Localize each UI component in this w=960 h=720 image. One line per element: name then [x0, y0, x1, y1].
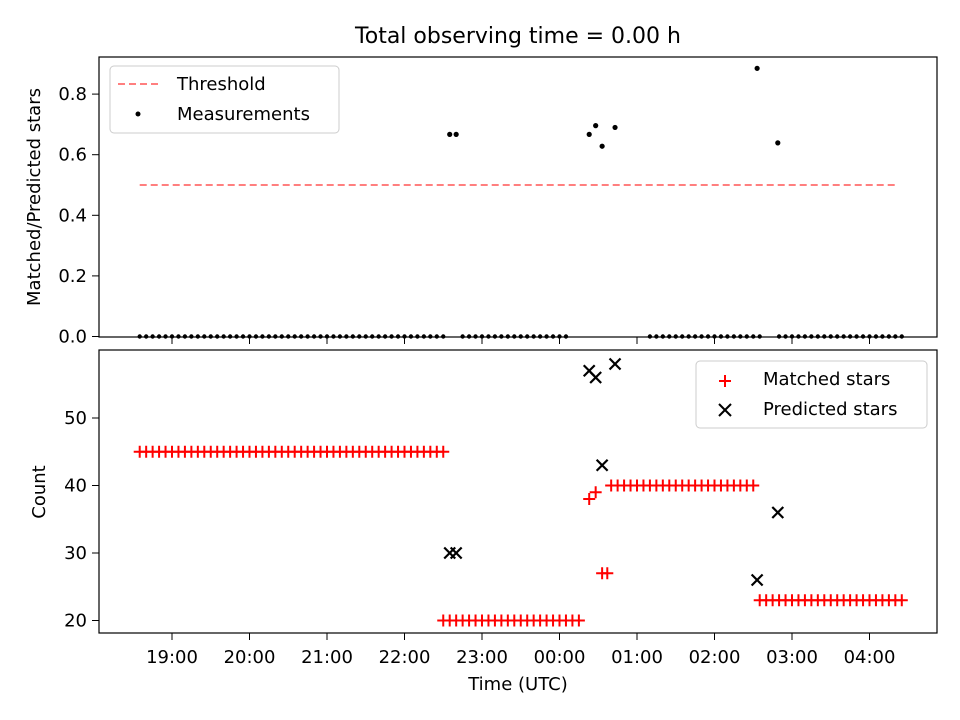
y-axis-label-count: Count	[29, 465, 50, 518]
matched-star-point	[583, 493, 596, 505]
legend-measurements-label: Measurements	[177, 104, 310, 125]
count-plot: 20 30 40 50 19:00 20:00 21:00 22:00 23:00 00:00 0…	[29, 337, 938, 695]
legend-threshold-label: Threshold	[176, 74, 266, 95]
y-tick-label-count: 20	[64, 611, 87, 632]
x-tick-label: 23:00	[456, 647, 508, 668]
count-plot-frame	[98, 349, 938, 634]
predicted-star-point	[750, 573, 764, 587]
y-tick-label-ratio: 0.2	[58, 266, 87, 287]
legend-matched-swatch	[719, 375, 731, 387]
y-tick-label-count: 40	[64, 476, 87, 497]
legend-predicted-label: Predicted stars	[763, 399, 897, 420]
y-tick-label-ratio: 0.6	[58, 145, 87, 166]
predicted-star-point	[771, 506, 785, 519]
x-tick-label: 20:00	[224, 647, 276, 668]
ratio-plot-frame	[98, 56, 938, 338]
measurement-point	[586, 131, 592, 137]
predicted-star-point	[449, 546, 463, 560]
predicted-star-point	[589, 371, 602, 384]
measurement-point	[447, 131, 453, 137]
x-tick-label: 03:00	[766, 647, 818, 668]
predicted-star-point	[608, 357, 622, 371]
x-tick-label: 00:00	[534, 647, 586, 668]
legend-matched-label: Matched stars	[763, 369, 890, 390]
y-tick-label-count: 30	[64, 543, 87, 564]
measurement-point	[754, 65, 760, 71]
x-axis-label: Time (UTC)	[467, 674, 568, 695]
x-tick-label: 01:00	[611, 647, 663, 668]
x-tick-label: 21:00	[301, 647, 353, 668]
y-axis-label-ratio: Matched/Predicted stars	[24, 88, 45, 306]
chart-title: Total observing time = 0.00 h	[354, 24, 681, 49]
ratio-plot: 0.00.20.40.60.8 Matched/Predicted stars …	[24, 56, 938, 348]
legend-count: Matched stars Predicted stars	[695, 360, 928, 429]
x-tick-label: 22:00	[379, 647, 431, 668]
x-tick-label: 02:00	[689, 647, 741, 668]
y-tick-label-ratio: 0.8	[58, 84, 87, 105]
matched-star-point	[589, 486, 602, 499]
y-tick-label-count: 50	[64, 408, 87, 429]
matched-star-point	[747, 479, 760, 492]
legend-predicted-swatch	[718, 403, 732, 417]
measurement-point	[593, 123, 599, 129]
legend-measurements-swatch	[135, 111, 141, 117]
measurement-point	[775, 140, 781, 146]
x-tick-label: 19:00	[146, 647, 198, 668]
matched-star-point	[437, 445, 450, 458]
measurement-point	[453, 131, 459, 137]
y-tick-label-ratio: 0.0	[58, 327, 87, 348]
y-tick-label-ratio: 0.4	[58, 205, 87, 226]
matched-star-point	[601, 567, 614, 580]
legend-ratio: Threshold Measurements	[109, 65, 340, 134]
matched-star-point	[572, 614, 585, 627]
predicted-star-point	[595, 458, 609, 472]
x-tick-label: 04:00	[844, 647, 896, 668]
measurement-point	[612, 124, 618, 131]
measurement-point	[599, 143, 605, 149]
matched-star-point	[895, 594, 908, 607]
